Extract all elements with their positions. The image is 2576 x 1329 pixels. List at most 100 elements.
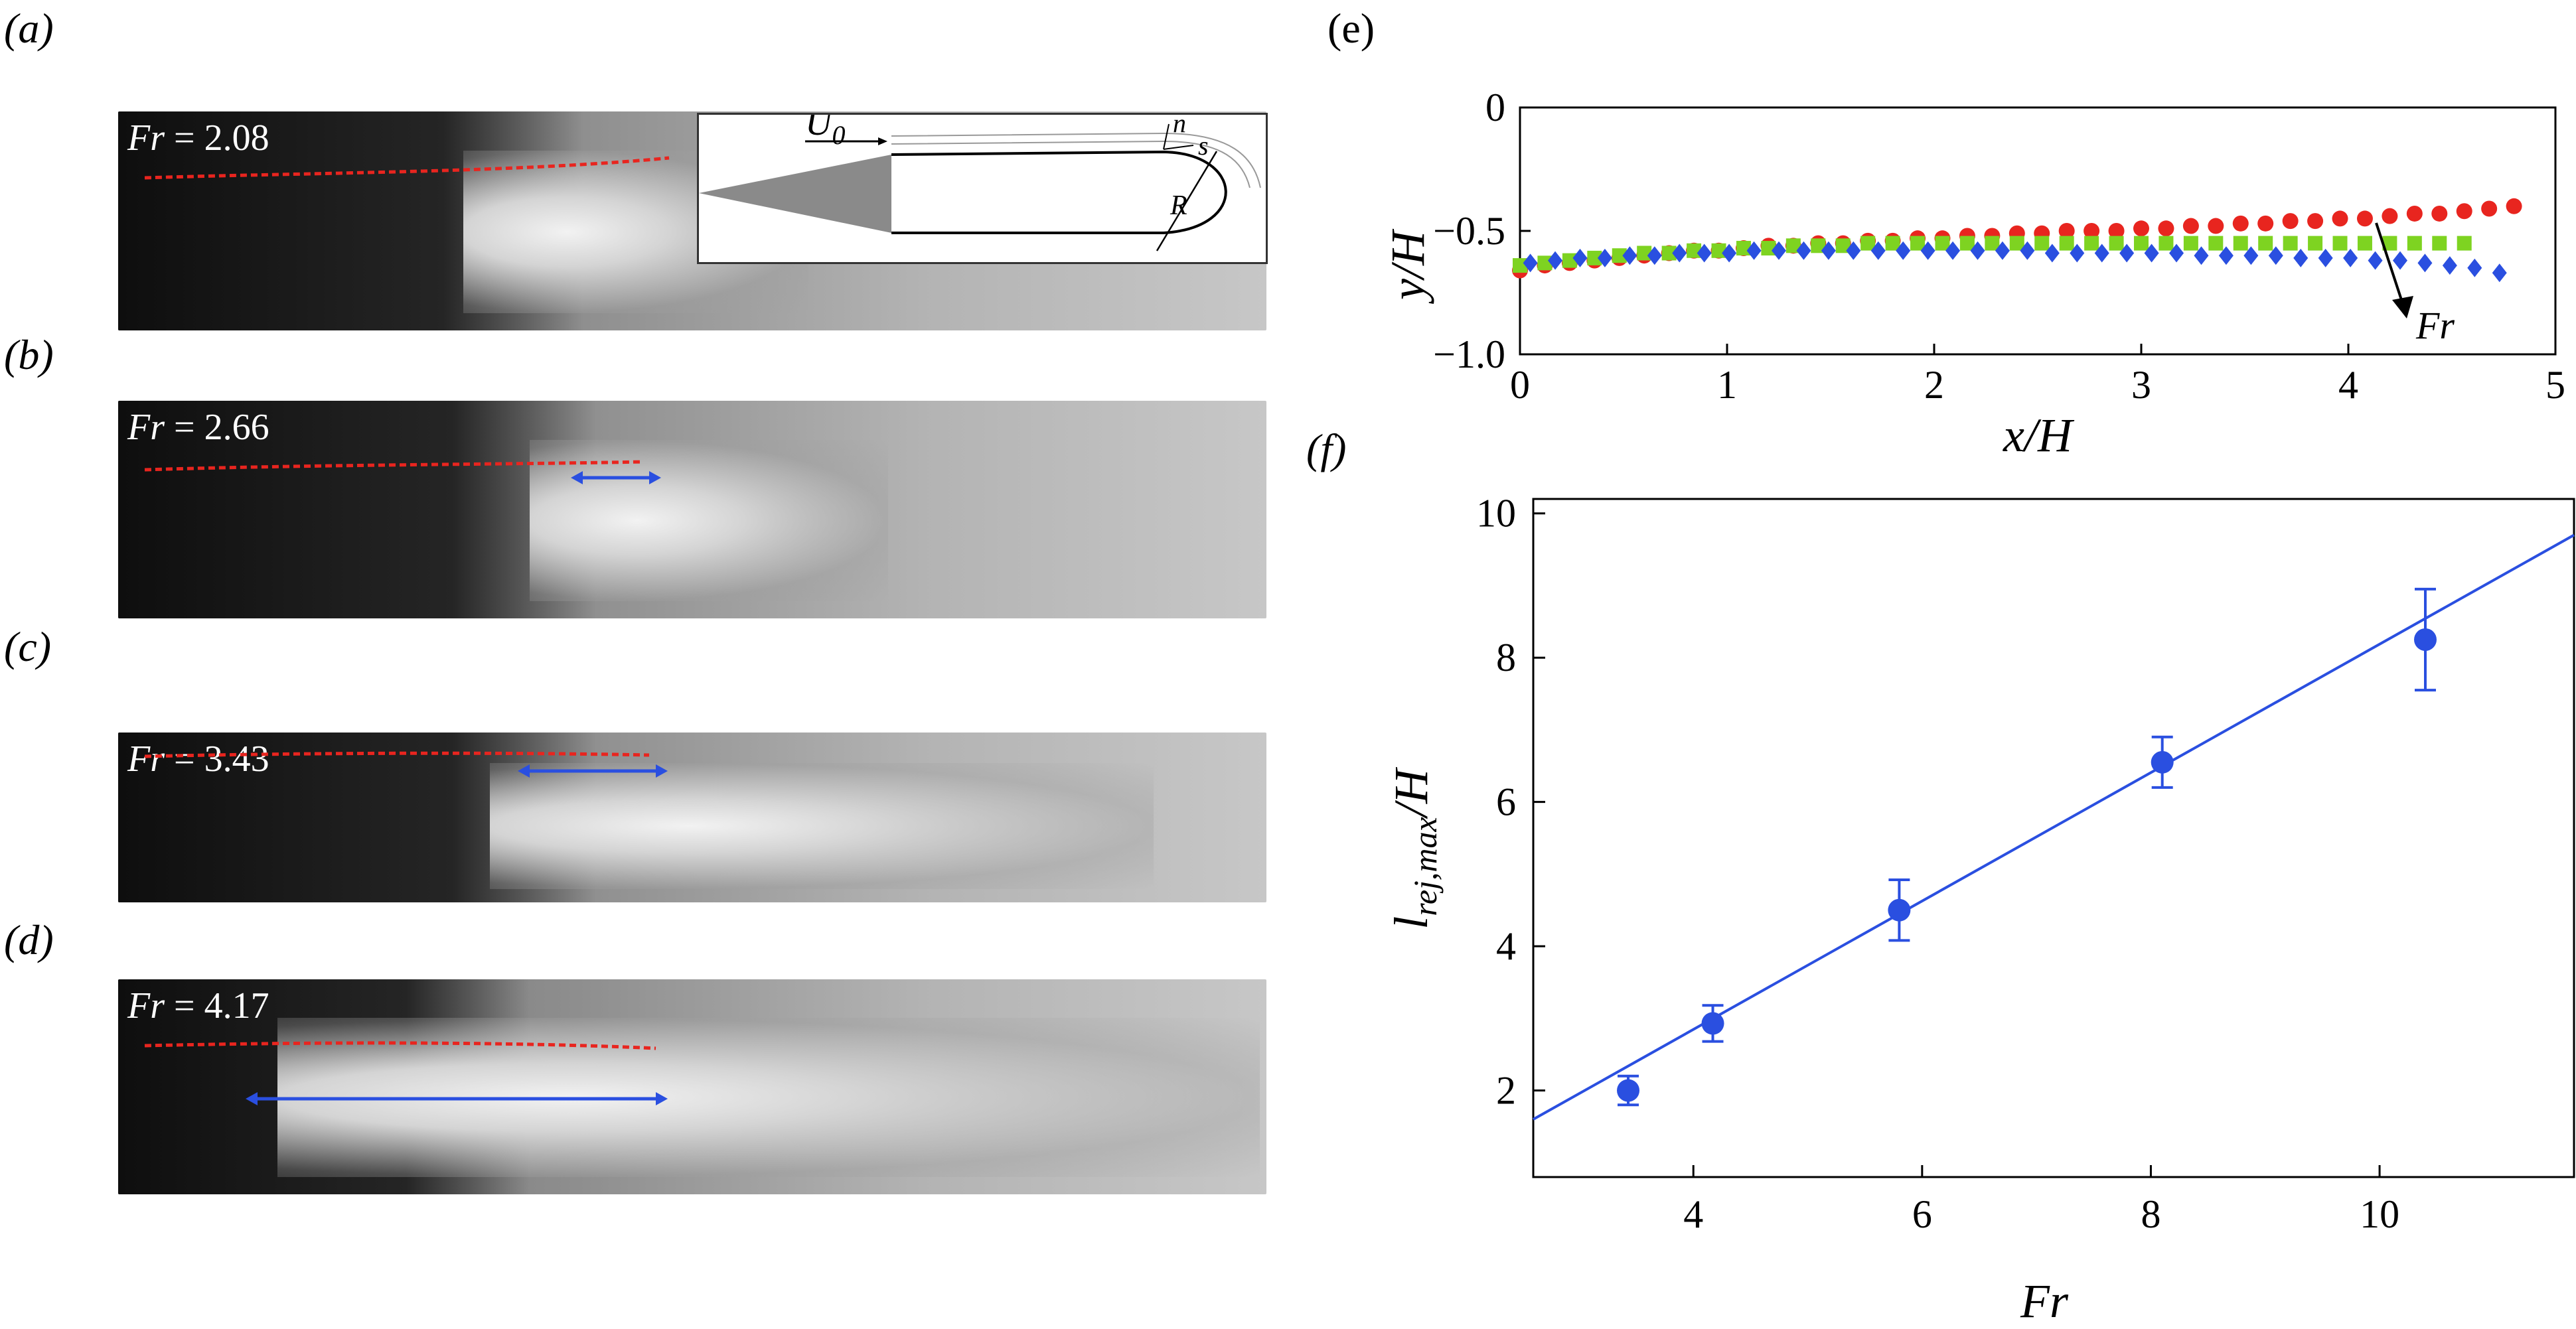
free-surface-line [144, 751, 650, 758]
schematic-svg: U0 R n s [699, 102, 1261, 251]
data-point-blue [2393, 251, 2407, 270]
data-point-blue [2194, 246, 2209, 265]
x-tick-label: 2 [1924, 363, 1944, 407]
data-point-blue [2020, 241, 2035, 260]
fr-trend-arrow [2375, 222, 2404, 305]
y-tick-label: −1.0 [1433, 332, 1505, 376]
u0-arrowhead [878, 137, 887, 145]
data-point-red [2356, 210, 2373, 227]
data-point-green [1587, 250, 1602, 265]
panel-label-b: (b) [4, 331, 54, 378]
data-point-red [2158, 220, 2174, 237]
radius-line [1156, 151, 1218, 251]
data-point-blue [2169, 244, 2184, 263]
data-point-blue [2368, 251, 2383, 270]
data-point-green [2382, 236, 2397, 251]
data-point [1701, 1012, 1724, 1035]
arrowhead-left [571, 471, 583, 484]
data-point-green [2457, 236, 2472, 251]
data-point-blue [2268, 246, 2283, 265]
data-point-blue [2144, 244, 2159, 263]
chart-e: 0 1 2 3 4 5 0 −0.5 −1.0 Fr y/H x/H [1381, 86, 2565, 462]
chart-e-ylabel: y/H [1381, 228, 1434, 305]
data-point-blue [1523, 253, 1538, 273]
x-tick-label: 5 [2545, 363, 2565, 407]
x-tick-label: 10 [2360, 1192, 2399, 1236]
fr-label: Fr = 4.17 [127, 985, 269, 1026]
photo-overlay [144, 156, 670, 180]
data-point-green [1935, 236, 1950, 251]
data-point-blue [1920, 241, 1935, 260]
x-tick-label: 4 [1683, 1192, 1703, 1236]
photo-overlay [144, 1041, 668, 1105]
fr-trend-arrowhead [2392, 296, 2413, 318]
hydrofoil-schematic-inset: U0 R n s [697, 102, 1268, 264]
data-point-red [2257, 215, 2274, 232]
data-point-blue [2417, 253, 2433, 273]
data-point [1617, 1079, 1640, 1102]
data-point-red [2208, 218, 2224, 234]
data-point-green [2332, 236, 2348, 251]
data-point-green [1860, 236, 1876, 251]
data-point-blue [1548, 251, 1563, 270]
data-point-green [1661, 245, 1677, 261]
data-point-red [2456, 203, 2472, 220]
linear-fit-line [1533, 533, 2575, 1121]
data-point-blue [1970, 241, 1985, 260]
data-point-green [2258, 236, 2273, 251]
y-tick-label: 8 [1496, 636, 1516, 679]
photo-fr-3-43: Fr = 3.43 [118, 733, 1266, 902]
s-label: s [1198, 131, 1209, 161]
data-point-green [2034, 236, 2050, 251]
x-tick-label: 6 [1912, 1192, 1932, 1236]
y-tick-label: 4 [1496, 924, 1516, 968]
fr-label: Fr = 2.66 [127, 407, 269, 448]
data-point-blue [1746, 241, 1762, 260]
data-point-green [2308, 236, 2323, 251]
data-point-green [1736, 241, 1751, 256]
data-point-green [1637, 245, 1652, 261]
data-point-blue [1647, 246, 1662, 265]
data-point-green [2009, 236, 2024, 251]
arrowhead-right [656, 1092, 668, 1105]
x-tick-label: 4 [2338, 363, 2358, 407]
fr-label: Fr = 2.08 [127, 117, 269, 159]
x-tick-label: 1 [1717, 363, 1737, 407]
data-point-blue [1796, 241, 1811, 260]
y-tick-label: 2 [1496, 1069, 1516, 1113]
data-point-blue [2218, 246, 2234, 265]
data-point-blue [1846, 241, 1861, 260]
n-label: n [1173, 115, 1186, 138]
wedge-shape [699, 155, 891, 233]
data-point-blue [1995, 241, 2010, 260]
r-label: R [1170, 190, 1187, 221]
arrowhead-left [246, 1092, 258, 1105]
panel-label-c: (c) [4, 623, 52, 670]
data-point-green [1711, 243, 1726, 258]
data-point-green [1687, 243, 1702, 258]
data-point-blue [1597, 248, 1612, 267]
arrowhead-right [656, 764, 668, 778]
data-point [1888, 898, 1911, 922]
data-point [2151, 750, 2174, 774]
chart-f-plot-frame [1532, 498, 2575, 1178]
body-outline [891, 150, 1227, 234]
y-tick-label: 10 [1476, 492, 1516, 535]
x-tick-label: 3 [2131, 363, 2151, 407]
data-point-green [2432, 236, 2447, 251]
data-point-blue [2094, 244, 2109, 263]
free-surface-line [144, 1041, 656, 1050]
data-point-blue [2293, 248, 2309, 267]
data-point-green [2084, 236, 2099, 251]
data-point-blue [2119, 244, 2135, 263]
data-point-green [1785, 238, 1801, 253]
data-point-blue [2044, 244, 2060, 263]
data-point-green [1537, 255, 1553, 271]
data-point-green [2208, 236, 2224, 251]
chart-f-ylabel: lrej,max/H [1385, 766, 1444, 930]
x-tick-label: 0 [1510, 363, 1530, 407]
data-point-green [1562, 253, 1577, 268]
y-tick-label: −0.5 [1433, 209, 1505, 253]
arrowhead-right [649, 471, 661, 484]
y-tick-label: 0 [1485, 86, 1505, 129]
